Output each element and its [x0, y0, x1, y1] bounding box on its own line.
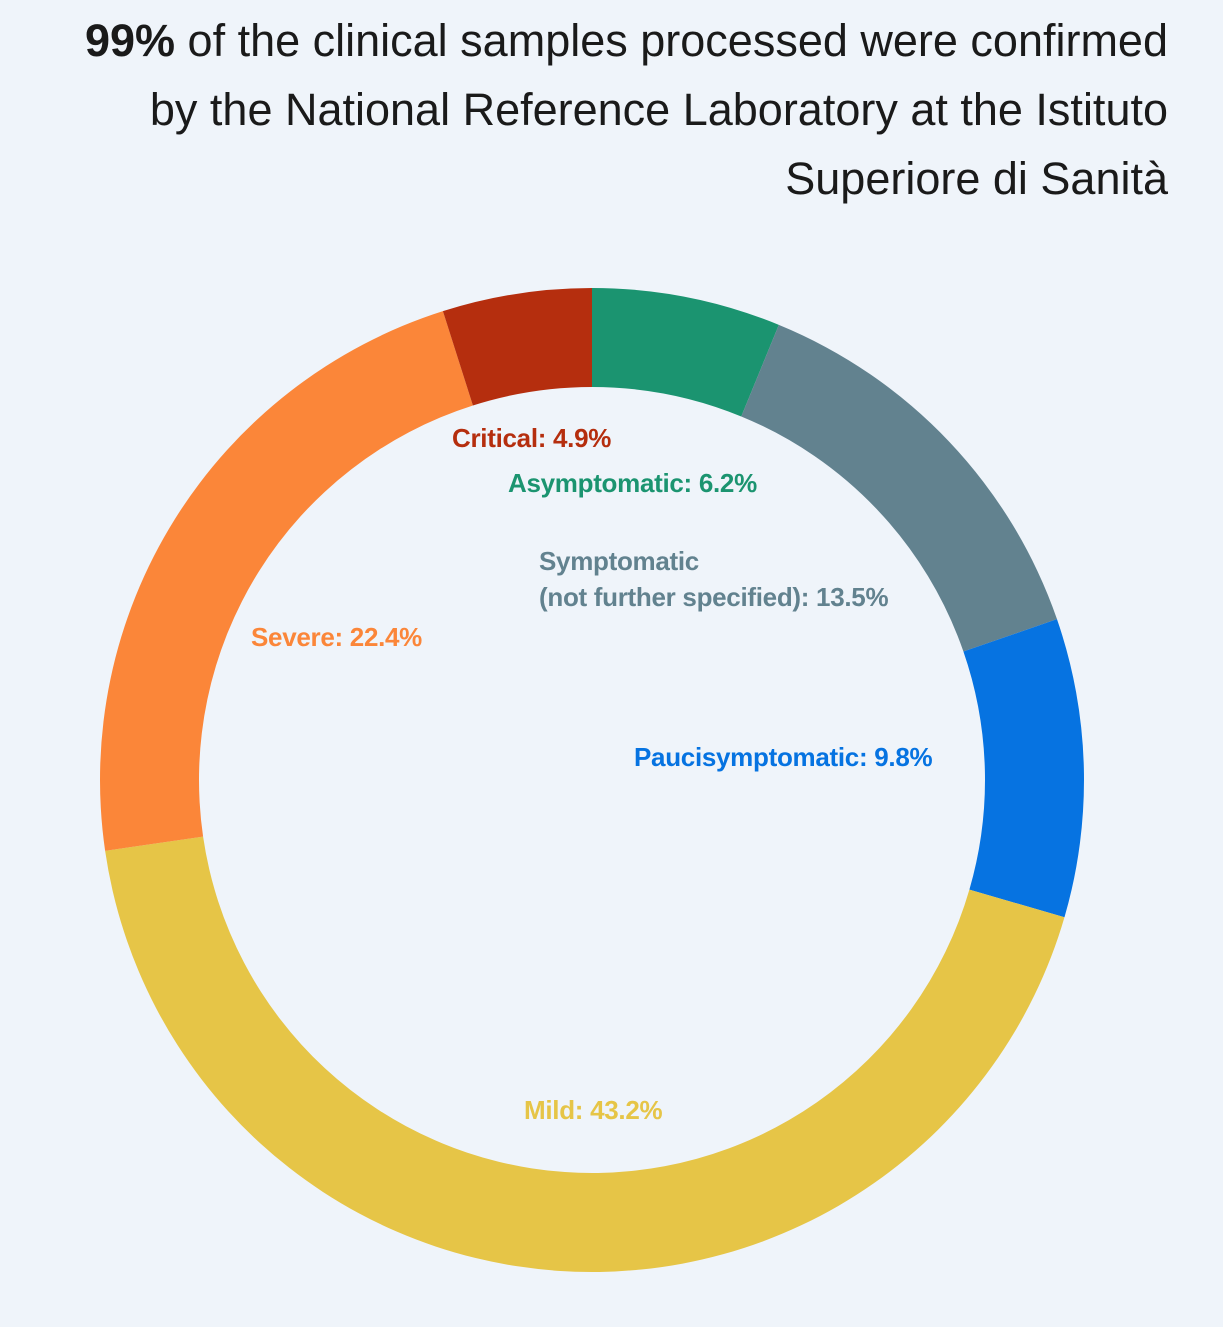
donut-segment	[963, 619, 1084, 918]
donut-segment	[442, 288, 592, 406]
segment-label: Mild: 43.2%	[524, 1095, 663, 1125]
donut-segment	[105, 836, 1065, 1272]
segment-label: Critical: 4.9%	[452, 423, 612, 453]
donut-segment	[99, 311, 473, 851]
donut-segment	[592, 288, 779, 417]
segment-label: Asymptomatic: 6.2%	[508, 468, 757, 498]
header: 99% of the clinical samples processed we…	[30, 6, 1168, 213]
highlight: 99%	[84, 15, 176, 66]
title: of the clinical samples processed were c…	[149, 15, 1168, 204]
segment-label: Symptomatic (not further specified): 13.…	[539, 546, 889, 612]
segment-label: Severe: 22.4%	[251, 622, 423, 652]
segment-label: Paucisymptomatic: 9.8%	[634, 742, 933, 772]
donut-segment	[741, 324, 1057, 652]
